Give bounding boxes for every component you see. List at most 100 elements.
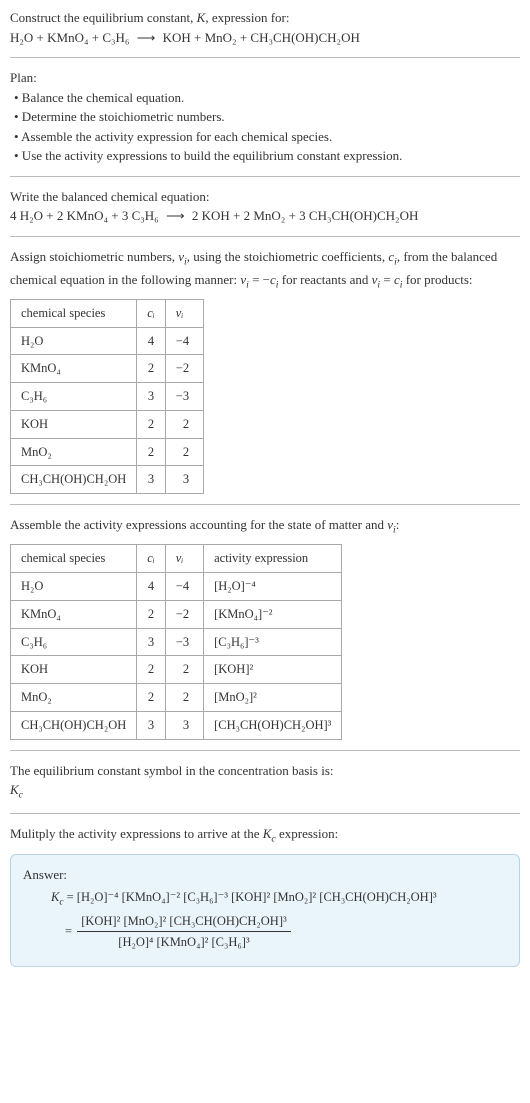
divider: [10, 750, 520, 751]
cell-species: KMnO₄: [11, 355, 137, 383]
divider: [10, 504, 520, 505]
assemble-text: :: [396, 517, 400, 532]
cell-species: CH₃CH(OH)CH₂OH: [11, 466, 137, 494]
table-row: KMnO₄2−2[KMnO₄]⁻²: [11, 600, 342, 628]
balanced-section: Write the balanced chemical equation: 4 …: [10, 187, 520, 226]
col-vi: νᵢ: [165, 545, 203, 573]
cell-species: KOH: [11, 410, 137, 438]
table-row: H₂O4−4[H₂O]⁻⁴: [11, 573, 342, 601]
assign-text: for products:: [402, 272, 472, 287]
table-header-row: chemical species cᵢ νᵢ activity expressi…: [11, 545, 342, 573]
reaction-rhs: KOH + MnO₂ + CH₃CH(OH)CH₂OH: [163, 30, 360, 45]
cell-ci: 4: [137, 573, 166, 601]
col-vi: νᵢ: [165, 299, 203, 327]
cell-species: C₃H₆: [11, 383, 137, 411]
multiply-section: Mulitply the activity expressions to arr…: [10, 824, 520, 847]
table-row: C₃H₆3−3[C₃H₆]⁻³: [11, 628, 342, 656]
divider: [10, 813, 520, 814]
plan-bullet: • Use the activity expressions to build …: [10, 146, 520, 166]
cell-activity: [H₂O]⁻⁴: [204, 573, 342, 601]
cell-vi: −4: [165, 327, 203, 355]
cell-ci: 3: [137, 466, 166, 494]
table-row: CH₃CH(OH)CH₂OH33[CH₃CH(OH)CH₂OH]³: [11, 711, 342, 739]
answer-fraction: [KOH]² [MnO₂]² [CH₃CH(OH)CH₂OH]³ [H₂O]⁴ …: [77, 912, 291, 953]
table-row: MnO₂22[MnO₂]²: [11, 684, 342, 712]
mul-text: expression:: [276, 826, 338, 841]
fraction-numerator: [KOH]² [MnO₂]² [CH₃CH(OH)CH₂OH]³: [77, 912, 291, 933]
cell-species: C₃H₆: [11, 628, 137, 656]
col-activity: activity expression: [204, 545, 342, 573]
table-row: KMnO₄2−2: [11, 355, 204, 383]
prompt-section: Construct the equilibrium constant, K, e…: [10, 8, 520, 47]
table-row: MnO₂22: [11, 438, 204, 466]
answer-box: Answer: Kc = [H₂O]⁻⁴ [KMnO₄]⁻² [C₃H₆]⁻³ …: [10, 854, 520, 968]
cell-ci: 2: [137, 656, 166, 684]
eqconst-section: The equilibrium constant symbol in the c…: [10, 761, 520, 804]
activity-table: chemical species cᵢ νᵢ activity expressi…: [10, 544, 342, 739]
cell-vi: 2: [165, 684, 203, 712]
col-ci: cᵢ: [137, 299, 166, 327]
cell-vi: 2: [165, 410, 203, 438]
balanced-rhs: 2 KOH + 2 MnO₂ + 3 CH₃CH(OH)CH₂OH: [192, 208, 419, 223]
divider: [10, 176, 520, 177]
cell-activity: [C₃H₆]⁻³: [204, 628, 342, 656]
prompt-text-2: , expression for:: [205, 10, 289, 25]
kc-sub: c: [19, 790, 23, 801]
cell-activity: [KOH]²: [204, 656, 342, 684]
cell-activity: [KMnO₄]⁻²: [204, 600, 342, 628]
cell-vi: 2: [165, 438, 203, 466]
cell-species: KOH: [11, 656, 137, 684]
cell-ci: 2: [137, 355, 166, 383]
assign-text: , using the stoichiometric coefficients,: [187, 249, 389, 264]
balanced-lhs: 4 H₂O + 2 KMnO₄ + 3 C₃H₆: [10, 208, 159, 223]
cell-species: H₂O: [11, 327, 137, 355]
kc-sym: K: [10, 782, 19, 797]
table-header-row: chemical species cᵢ νᵢ: [11, 299, 204, 327]
table-row: H₂O4−4: [11, 327, 204, 355]
prompt-text: Construct the equilibrium constant,: [10, 10, 197, 25]
answer-line-1: Kc = [H₂O]⁻⁴ [KMnO₄]⁻² [C₃H₆]⁻³ [KOH]² […: [23, 888, 507, 910]
cell-activity: [MnO₂]²: [204, 684, 342, 712]
table-row: KOH22[KOH]²: [11, 656, 342, 684]
table-row: C₃H₆3−3: [11, 383, 204, 411]
answer-expr-1: = [H₂O]⁻⁴ [KMnO₄]⁻² [C₃H₆]⁻³ [KOH]² [MnO…: [64, 890, 437, 904]
eq-text: = −: [249, 272, 270, 287]
cell-ci: 2: [137, 438, 166, 466]
reaction-arrow: ⟶: [133, 30, 160, 45]
plan-bullet: • Balance the chemical equation.: [10, 88, 520, 108]
plan-title: Plan:: [10, 68, 520, 88]
cell-ci: 4: [137, 327, 166, 355]
cell-species: H₂O: [11, 573, 137, 601]
stoich-table-1: chemical species cᵢ νᵢ H₂O4−4 KMnO₄2−2 C…: [10, 299, 204, 494]
table-row: KOH22: [11, 410, 204, 438]
col-ci: cᵢ: [137, 545, 166, 573]
assemble-section: Assemble the activity expressions accoun…: [10, 515, 520, 739]
mul-text: Mulitply the activity expressions to arr…: [10, 826, 263, 841]
cell-vi: −2: [165, 355, 203, 383]
cell-ci: 3: [137, 628, 166, 656]
cell-ci: 2: [137, 600, 166, 628]
cell-ci: 3: [137, 383, 166, 411]
answer-line-2: = [KOH]² [MnO₂]² [CH₃CH(OH)CH₂OH]³ [H₂O]…: [23, 912, 507, 953]
assign-text: Assign stoichiometric numbers,: [10, 249, 178, 264]
reaction-arrow: ⟶: [162, 208, 189, 223]
assemble-text: Assemble the activity expressions accoun…: [10, 517, 387, 532]
col-species: chemical species: [11, 545, 137, 573]
reaction-lhs: H₂O + KMnO₄ + C₃H₆: [10, 30, 129, 45]
cell-vi: −4: [165, 573, 203, 601]
eq-text: =: [380, 272, 394, 287]
plan-section: Plan: • Balance the chemical equation. •…: [10, 68, 520, 166]
cell-vi: 3: [165, 711, 203, 739]
cell-vi: −3: [165, 628, 203, 656]
cell-ci: 3: [137, 711, 166, 739]
cell-vi: −2: [165, 600, 203, 628]
cell-vi: −3: [165, 383, 203, 411]
cell-ci: 2: [137, 410, 166, 438]
plan-bullet: • Determine the stoichiometric numbers.: [10, 107, 520, 127]
cell-species: MnO₂: [11, 684, 137, 712]
cell-species: CH₃CH(OH)CH₂OH: [11, 711, 137, 739]
divider: [10, 57, 520, 58]
cell-species: MnO₂: [11, 438, 137, 466]
fraction-denominator: [H₂O]⁴ [KMnO₄]² [C₃H₆]³: [77, 932, 291, 952]
cell-ci: 2: [137, 684, 166, 712]
